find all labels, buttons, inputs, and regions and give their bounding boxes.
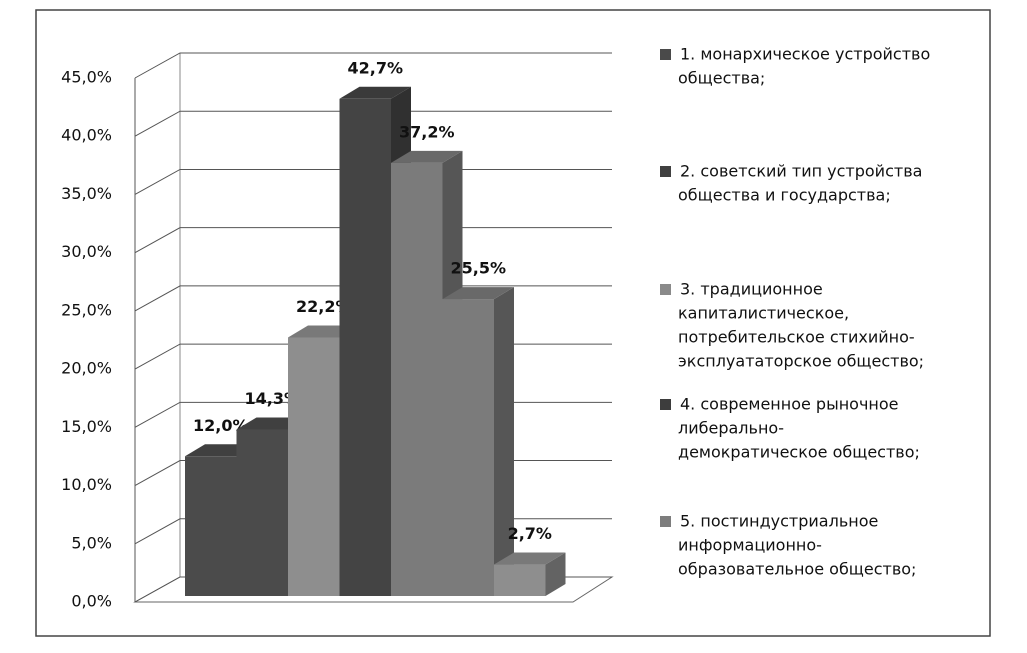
bar [391,162,443,596]
bar-side [545,552,566,596]
value-label: 2,7% [508,524,552,543]
value-label: 25,5% [450,259,506,278]
bar [185,456,237,596]
grid-line [134,110,612,137]
grid-line [134,285,612,312]
y-tick-label: 30,0% [61,242,112,261]
value-label: 14,3% [244,389,300,408]
bar [494,564,546,596]
bar-top [391,150,463,163]
grid-line [134,227,612,254]
legend-label: 1. монархическое устройство [680,45,930,64]
legend-label: капиталистическое, [678,304,849,323]
bar-top [494,552,566,565]
y-tick-label: 40,0% [61,126,112,145]
value-label: 22,2% [296,297,352,316]
legend-label: либерально- [678,419,784,438]
y-tick-label: 0,0% [71,592,112,611]
bar [288,337,340,596]
bar-side [494,287,514,596]
bar-top [339,86,411,99]
legend-label: эксплуататорское общество; [678,352,924,371]
y-tick-label: 5,0% [71,533,112,552]
value-label: 12,0% [193,416,249,435]
legend-swatch [660,49,671,60]
legend-label: образовательное общество; [678,560,916,579]
legend-label: общества; [678,69,765,88]
legend-swatch [660,399,671,410]
legend-label: информационно- [678,536,822,555]
legend-label: 5. постиндустриальное [680,512,878,531]
y-tick-label: 15,0% [61,417,112,436]
grid-line [134,168,612,195]
legend-swatch [660,516,671,527]
grid-line [134,52,612,79]
bar [442,299,494,596]
y-tick-label: 10,0% [61,475,112,494]
legend-label: демократическое общество; [678,443,920,462]
bar [236,429,288,596]
y-tick-label: 35,0% [61,184,112,203]
legend-label: 4. современное рыночное [680,395,899,414]
legend-label: 3. традиционное [680,280,823,299]
legend-label: общества и государства; [678,186,891,205]
value-label: 42,7% [347,58,403,77]
legend-label: потребительское стихийно- [678,328,915,347]
value-label: 37,2% [399,122,455,141]
legend-swatch [660,284,671,295]
bar [339,98,391,596]
bar-top [442,287,514,300]
y-tick-label: 25,0% [61,300,112,319]
legend-label: 2. советский тип устройства [680,162,922,181]
y-tick-label: 45,0% [61,68,112,87]
legend-swatch [660,166,671,177]
y-tick-label: 20,0% [61,359,112,378]
